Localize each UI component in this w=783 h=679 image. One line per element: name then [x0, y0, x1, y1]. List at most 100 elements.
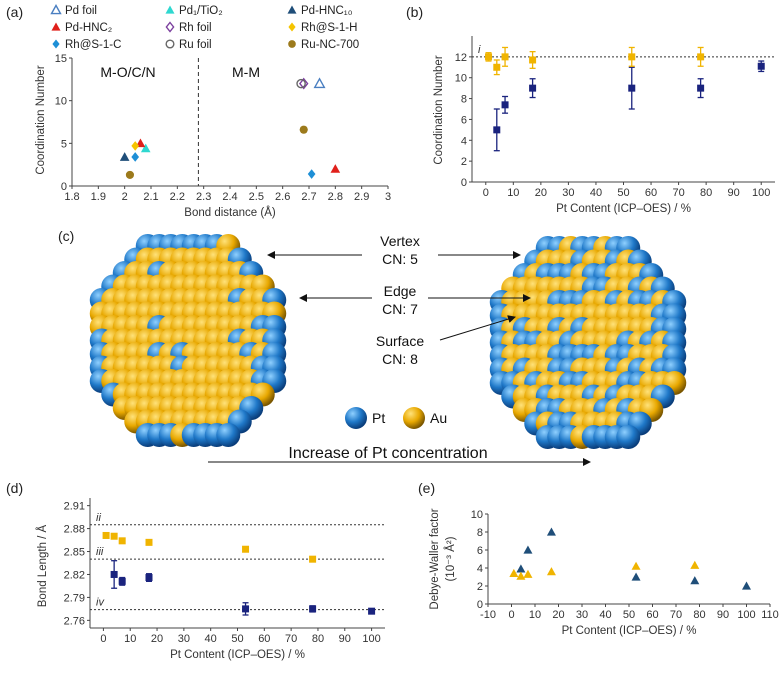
data-point [140, 143, 151, 153]
x-tick-label: 40 [590, 187, 602, 199]
data-point [697, 84, 705, 92]
x-tick-label: -10 [480, 609, 496, 621]
x-tick-label: 0 [483, 187, 489, 199]
x-axis-label: Pt Content (ICP–OES) / % [562, 625, 697, 637]
x-tick-label: 2.1 [143, 191, 158, 203]
nanoparticle [89, 234, 287, 447]
data-point [523, 569, 533, 578]
legend-marker [50, 4, 62, 15]
x-tick-label: 70 [285, 633, 297, 645]
data-point [628, 53, 636, 61]
x-tick-label: 1.8 [64, 191, 79, 203]
data-point [697, 53, 705, 61]
data-point [501, 53, 509, 61]
x-tick-label: 100 [737, 609, 755, 621]
x-tick-label: 2.4 [222, 191, 237, 203]
data-point [330, 164, 341, 173]
y-tick-label: 4 [461, 135, 467, 147]
y-tick-label: 2.88 [64, 524, 85, 536]
data-point [546, 567, 556, 576]
site-label-title: Surface [376, 333, 424, 349]
site-label-cn: CN: 5 [382, 251, 418, 267]
pointer-arrow [439, 315, 516, 341]
panel-label-a: (a) [6, 4, 24, 20]
x-tick-label: 1.9 [91, 191, 106, 203]
x-tick-label: 80 [312, 633, 324, 645]
legend-au-label: Au [430, 410, 447, 426]
concentration-caption: Increase of Pt concentration [288, 445, 487, 462]
data-point [523, 545, 533, 554]
y-tick-label: 8 [461, 94, 467, 106]
site-label-title: Vertex [380, 233, 420, 249]
x-tick-label: 30 [178, 633, 190, 645]
data-point [118, 577, 126, 585]
y-tick-label: 2.82 [64, 569, 85, 581]
legend-pt-sphere [345, 407, 367, 429]
x-tick-label: 50 [623, 609, 635, 621]
x-tick-label: 70 [670, 609, 682, 621]
legend-au-sphere [403, 407, 425, 429]
y-tick-label: 2 [461, 156, 467, 168]
legend-label: Pd₁/TiO₂ [179, 5, 223, 17]
x-tick-label: 60 [645, 187, 657, 199]
data-point [485, 53, 493, 61]
legend-label: Pd foil [65, 5, 97, 17]
x-tick-label: 2.6 [275, 191, 290, 203]
panel-c: (c) Vertex CN: 5 Edge CN: 7 Surface CN: 8 Pt Au… [0, 222, 783, 468]
x-tick-label: 2.3 [196, 191, 211, 203]
data-point [119, 152, 130, 161]
data-point [242, 545, 250, 553]
legend-marker [287, 5, 297, 14]
data-point [309, 605, 317, 613]
region-label: M-M [232, 64, 260, 80]
y-tick-label: 6 [477, 545, 483, 557]
x-axis-label: Pt Content (ICP–OES) / % [170, 649, 305, 661]
panel-e: (e) -10 0 10 20 30 40 50 60 70 80 90 100 110 0 2 4 6 8 10 P… [400, 476, 783, 674]
x-tick-label: 110 [761, 609, 779, 621]
x-tick-label: 20 [552, 609, 564, 621]
x-tick-label: 70 [672, 187, 684, 199]
data-point [493, 126, 501, 134]
data-point [145, 574, 153, 582]
legend-marker [288, 40, 296, 48]
data-point [690, 576, 700, 585]
chart-b: 0 10 20 30 40 50 60 70 80 90 100 0 2 4 6 8 10 12 Pt Conten… [433, 36, 775, 215]
y-tick-label: 4 [477, 563, 483, 575]
x-tick-label: 90 [717, 609, 729, 621]
y-tick-label: 6 [461, 114, 467, 126]
x-tick-label: 80 [693, 609, 705, 621]
nanoparticle [489, 236, 687, 449]
data-point [118, 537, 126, 545]
y-tick-label: 0 [477, 599, 483, 611]
y-tick-label: 8 [477, 527, 483, 539]
y-tick-label: 2.91 [64, 501, 85, 513]
chart-d: 0 10 20 30 40 50 60 70 80 90 100 2.76 2.79 2.82 2.85 2.… [36, 498, 385, 661]
y-tick-label: 2.76 [64, 615, 85, 627]
data-point [110, 570, 118, 578]
x-tick-label: 2.5 [249, 191, 264, 203]
legend-label: Ru foil [179, 39, 212, 51]
x-tick-label: 10 [124, 633, 136, 645]
y-tick-label: 15 [55, 53, 67, 65]
x-tick-label: 40 [599, 609, 611, 621]
x-tick-label: 90 [339, 633, 351, 645]
x-tick-label: 0 [508, 609, 514, 621]
data-point [529, 84, 537, 92]
x-tick-label: 2.8 [328, 191, 343, 203]
x-tick-label: 50 [231, 633, 243, 645]
x-tick-label: 2.9 [354, 191, 369, 203]
x-axis-label: Pt Content (ICP–OES) / % [556, 203, 691, 215]
data-point [529, 56, 537, 64]
legend-label: Pd-HNC₂ [65, 22, 112, 34]
data-point [125, 170, 135, 179]
data-point [516, 564, 526, 573]
legend-marker [51, 22, 61, 31]
x-tick-label: 40 [205, 633, 217, 645]
data-point [145, 538, 153, 546]
data-point [631, 561, 641, 570]
legend-label: Rh@S-1-H [301, 22, 357, 34]
legend-label: Rh@S-1-C [65, 39, 121, 51]
data-point [131, 152, 140, 162]
y-tick-label: 2 [477, 581, 483, 593]
data-point [368, 607, 376, 615]
